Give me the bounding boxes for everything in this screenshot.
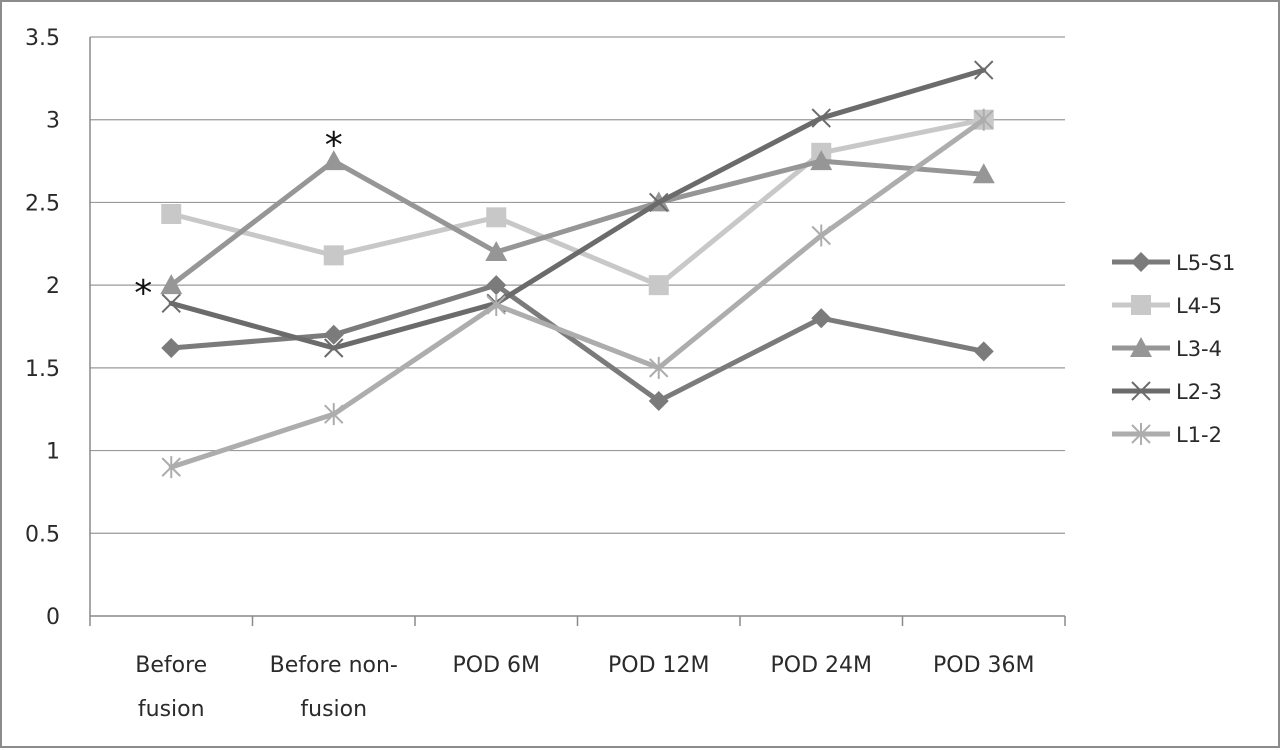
x-tick-label: POD 24M	[771, 653, 873, 678]
data-point-l1-2	[974, 108, 994, 131]
significance-asterisk: *	[325, 125, 343, 166]
y-tick-label: 3	[46, 109, 60, 134]
data-point-l2-3	[161, 293, 181, 314]
data-point-l5-s1	[811, 308, 832, 329]
data-point-l4-5	[161, 204, 182, 225]
x-tick-label: POD 12M	[608, 653, 710, 678]
series-line-l1-2	[168, 117, 987, 470]
x-tick-label: POD 6M	[453, 653, 541, 678]
legend-label-l5-s1: L5-S1	[1176, 251, 1235, 275]
x-tick-label: Before non-	[270, 653, 398, 678]
x-tick-label: fusion	[138, 697, 205, 722]
data-point-l2-3	[324, 338, 344, 358]
data-point-l5-s1	[973, 341, 994, 362]
series-line-l3-4	[168, 158, 987, 288]
data-point-l3-4	[322, 150, 345, 171]
y-tick-label: 1	[46, 440, 60, 465]
data-point-l1-2	[649, 356, 669, 379]
y-tick-label: 0	[46, 605, 60, 630]
data-point-l2-3	[649, 192, 669, 213]
legend-marker-l5-s1	[1131, 252, 1151, 272]
x-tick-label: fusion	[300, 697, 367, 722]
y-tick-label: 0.5	[25, 522, 60, 547]
data-point-l5-s1	[486, 275, 507, 296]
data-point-l4-5	[486, 207, 507, 228]
data-point-l4-5	[648, 275, 669, 296]
y-tick-label: 3.5	[25, 26, 60, 51]
y-tick-label: 2	[46, 274, 60, 299]
legend-label-l1-2: L1-2	[1176, 423, 1222, 447]
data-point-l1-2	[161, 456, 181, 479]
legend-marker-l4-5	[1131, 295, 1151, 315]
legend-label-l3-4: L3-4	[1176, 337, 1222, 361]
data-point-l3-4	[810, 150, 833, 171]
legend-marker-l2-3	[1131, 381, 1151, 401]
series-line-l2-3	[168, 67, 987, 351]
data-point-l4-5	[323, 245, 344, 266]
series-line-l5-s1	[168, 282, 987, 404]
legend-label-l4-5: L4-5	[1176, 294, 1222, 318]
y-tick-label: 2.5	[25, 191, 60, 216]
legend-marker-l1-2	[1131, 423, 1151, 445]
data-point-l1-2	[324, 403, 344, 426]
data-point-l3-4	[972, 163, 995, 184]
x-tick-label: Before	[135, 653, 207, 678]
significance-asterisk: *	[134, 273, 152, 314]
data-point-l3-4	[485, 241, 508, 262]
data-point-l1-2	[486, 293, 506, 316]
y-tick-label: 1.5	[25, 357, 60, 382]
legend-label-l2-3: L2-3	[1176, 380, 1222, 404]
x-tick-label: POD 36M	[933, 653, 1035, 678]
data-point-l2-3	[811, 108, 831, 128]
data-point-l2-3	[974, 60, 994, 80]
data-point-l1-2	[811, 224, 831, 247]
legend-marker-l3-4	[1130, 337, 1152, 357]
data-point-l3-4	[160, 274, 183, 295]
data-point-l5-s1	[323, 324, 344, 345]
data-point-l5-s1	[161, 338, 182, 359]
data-point-l5-s1	[648, 390, 669, 411]
